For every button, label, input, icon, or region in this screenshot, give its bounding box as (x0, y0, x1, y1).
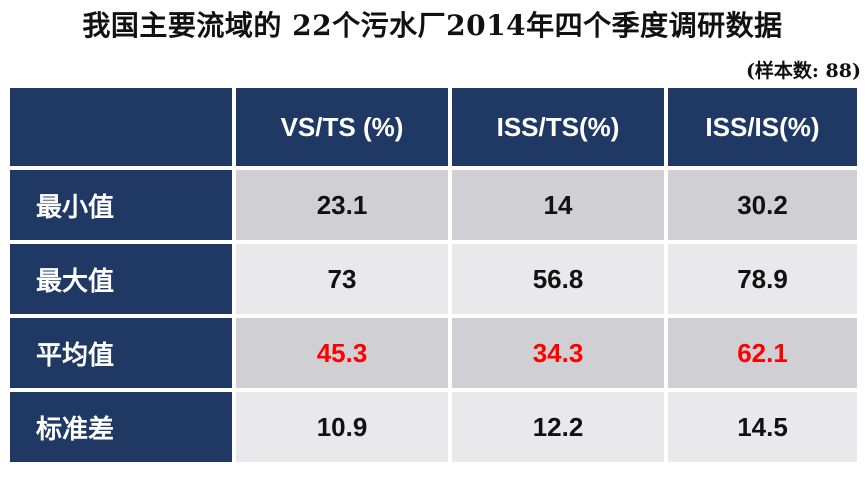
table-cell-highlight: 45.3 (236, 318, 448, 388)
row-label: 最大值 (10, 244, 232, 314)
table-cell-highlight: 62.1 (668, 318, 857, 388)
table-row-std: 标准差 10.9 12.2 14.5 (10, 392, 857, 462)
table-cell: 23.1 (236, 170, 448, 240)
table-cell: 30.2 (668, 170, 857, 240)
row-label: 平均值 (10, 318, 232, 388)
sample-count: (样本数: 88) (745, 60, 861, 82)
column-header-vs-ts: VS/TS (%) (236, 88, 448, 166)
table-cell: 14 (452, 170, 664, 240)
column-header-iss-ts: ISS/TS(%) (452, 88, 664, 166)
table-row-max: 最大值 73 56.8 78.9 (10, 244, 857, 314)
table-cell: 14.5 (668, 392, 857, 462)
table-cell-highlight: 34.3 (452, 318, 664, 388)
table-cell: 78.9 (668, 244, 857, 314)
column-header-iss-is: ISS/IS(%) (668, 88, 857, 166)
table-row-min: 最小值 23.1 14 30.2 (10, 170, 857, 240)
table-cell: 73 (236, 244, 448, 314)
table-row-mean: 平均值 45.3 34.3 62.1 (10, 318, 857, 388)
page-title: 我国主要流域的 22个污水厂2014年四个季度调研数据 (82, 9, 783, 42)
row-label: 最小值 (10, 170, 232, 240)
row-label: 标准差 (10, 392, 232, 462)
corner-cell (10, 88, 232, 166)
table-cell: 56.8 (452, 244, 664, 314)
table-cell: 12.2 (452, 392, 664, 462)
table-cell: 10.9 (236, 392, 448, 462)
header-row: VS/TS (%) ISS/TS(%) ISS/IS(%) (10, 88, 857, 166)
data-table: VS/TS (%) ISS/TS(%) ISS/IS(%) 最小值 23.1 1… (6, 84, 861, 466)
